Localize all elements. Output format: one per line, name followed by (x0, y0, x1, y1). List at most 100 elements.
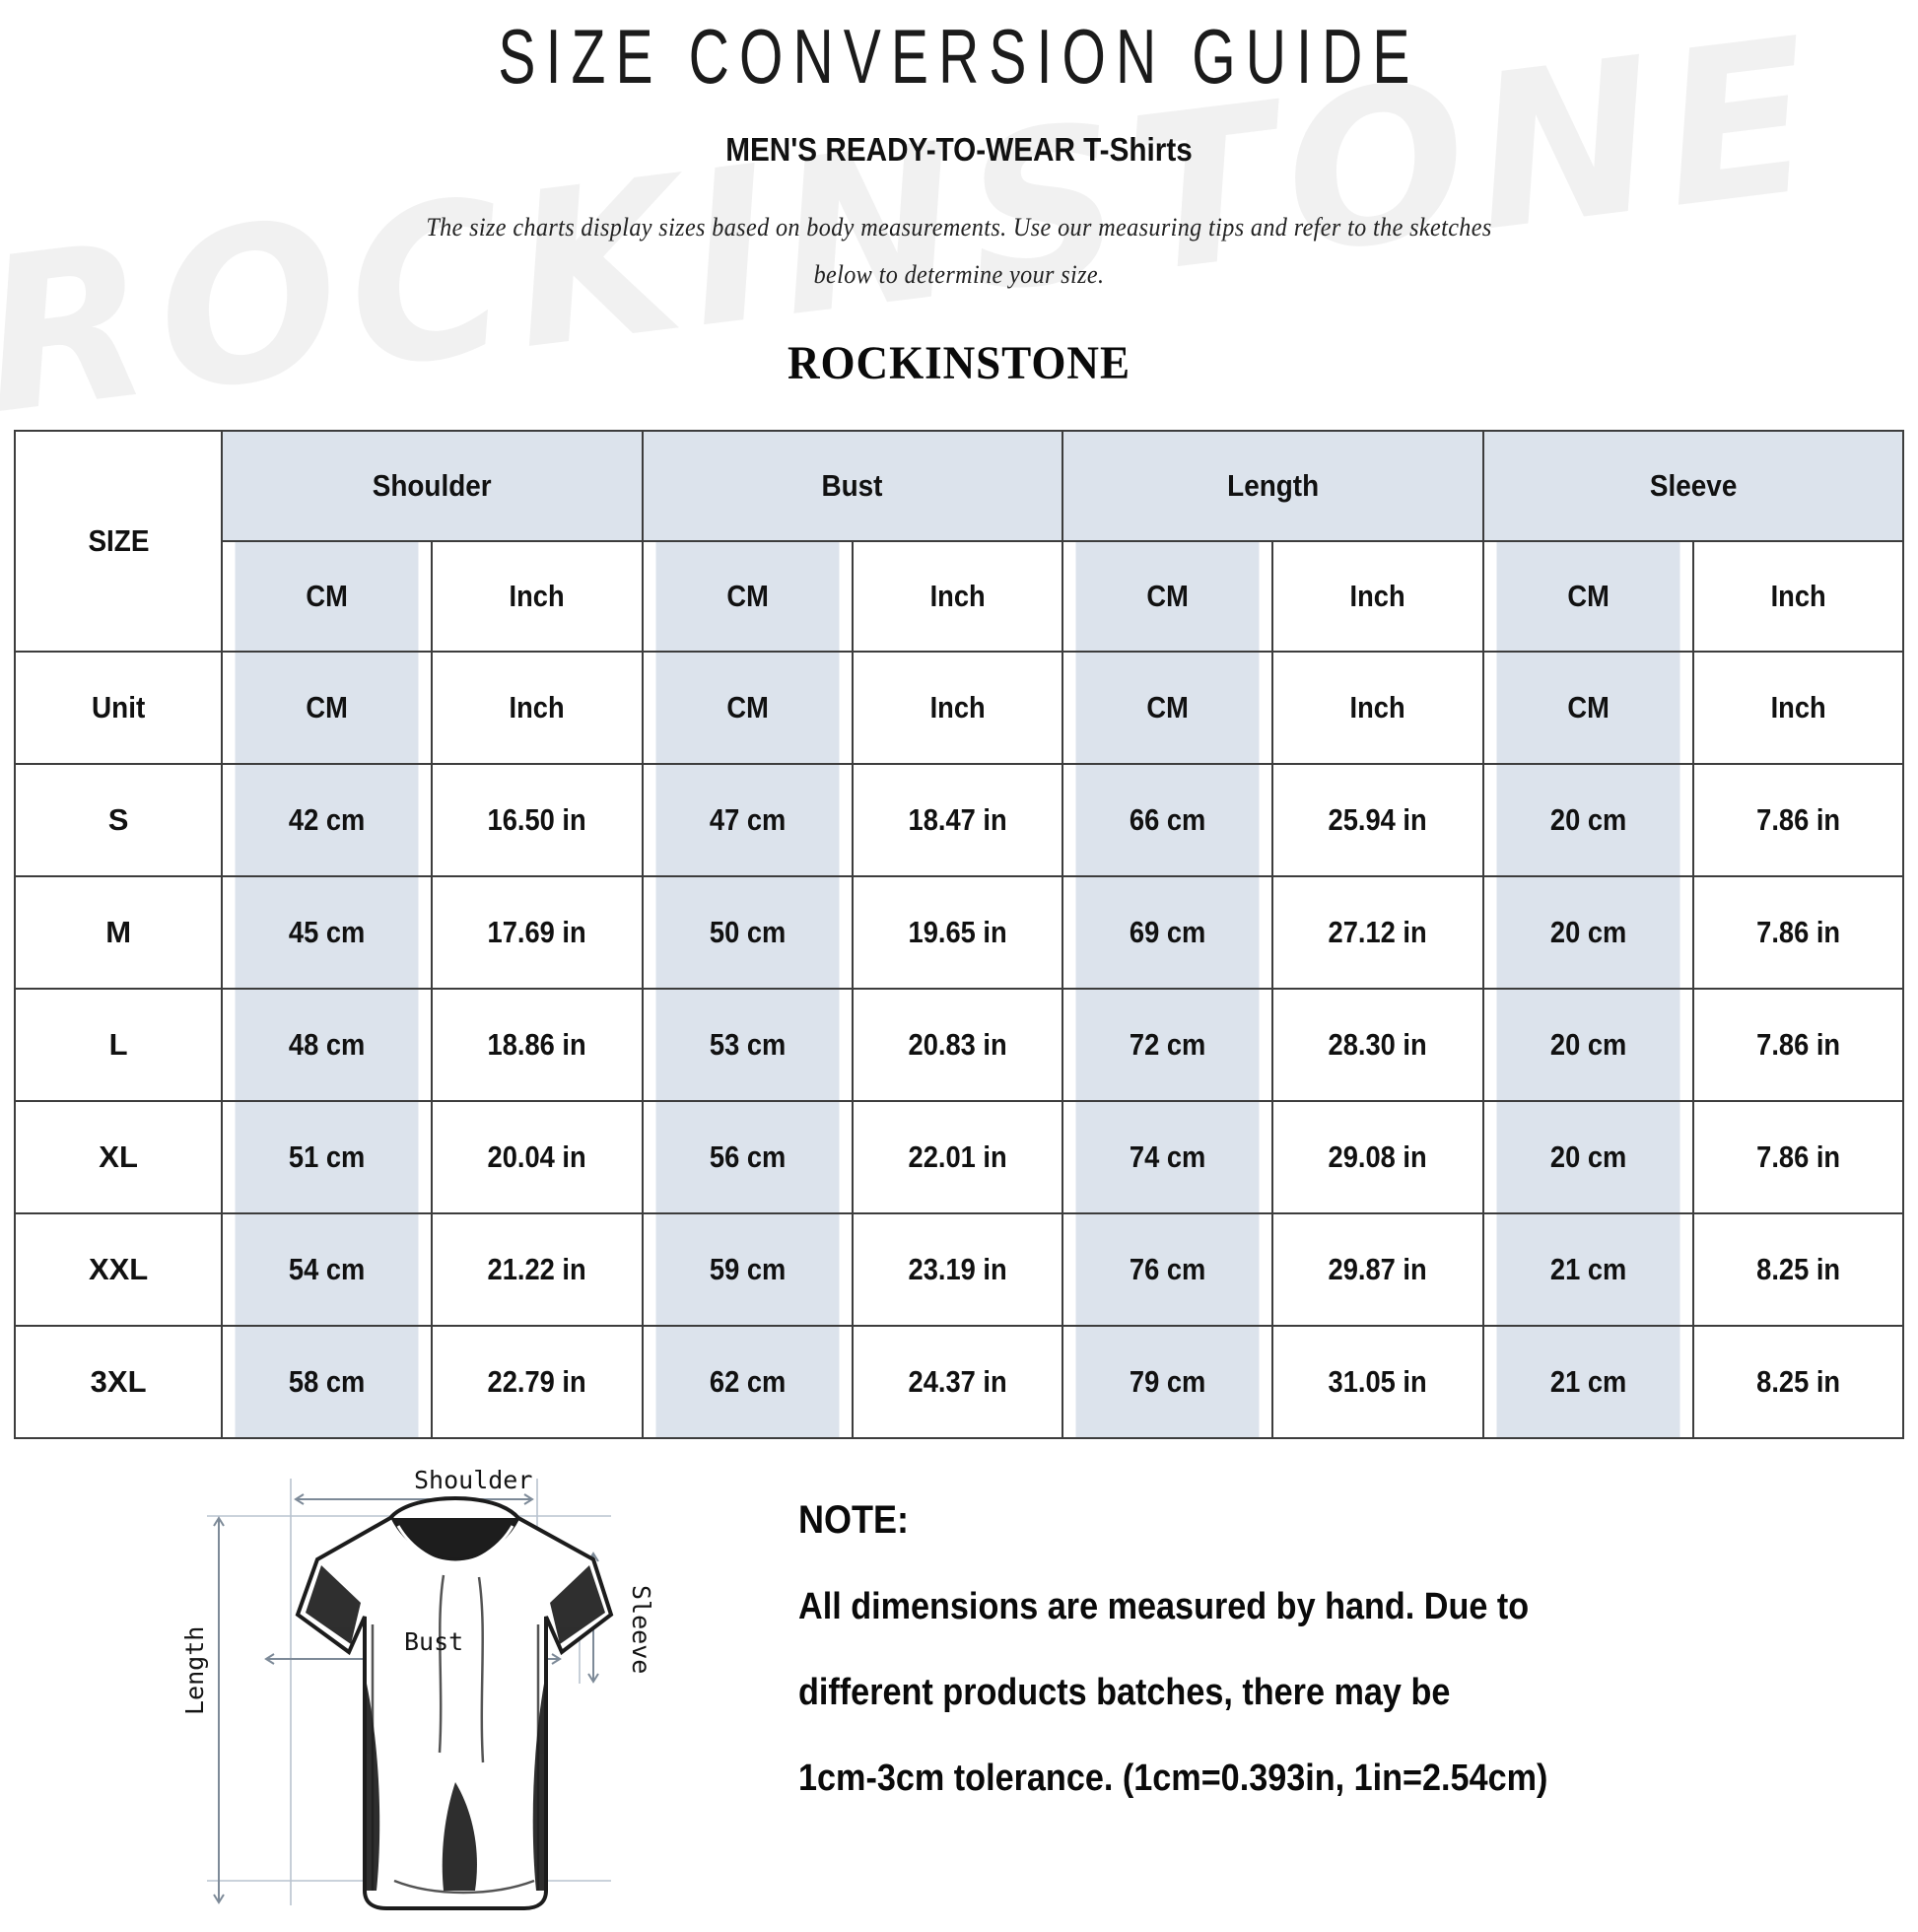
table-row: XL 51 cm 20.04 in 56 cm 22.01 in 74 cm 2… (13, 1100, 1903, 1215)
header-group-length: Length (1062, 430, 1484, 543)
header-size: SIZE (13, 430, 224, 654)
cell-shoulder-inch: 21.22 in (444, 1212, 631, 1328)
table-row: S 42 cm 16.50 in 47 cm 18.47 in 66 cm 25… (13, 763, 1903, 878)
description: The size charts display sizes based on b… (67, 204, 1851, 299)
cell-length-inch: 27.12 in (1284, 875, 1472, 991)
cell-unit-sleeve-cm: CM (1494, 651, 1681, 766)
diagram-label-bust: Bust (404, 1627, 463, 1656)
cell-unit-shoulder-cm: CM (234, 651, 421, 766)
diagram-label-length: Length (180, 1626, 209, 1715)
cell-sleeve-cm: 21 cm (1494, 1325, 1681, 1440)
cell-bust-inch: 24.37 in (863, 1325, 1052, 1440)
note-line-2: different products batches, there may be (798, 1672, 1451, 1714)
header-unit-length-inch: Inch (1284, 540, 1472, 654)
header-unit-sleeve-inch: Inch (1704, 540, 1892, 654)
cell-length-cm: 76 cm (1074, 1212, 1262, 1328)
cell-size: L (13, 988, 224, 1103)
header-unit-shoulder-cm: CM (234, 540, 421, 654)
cell-unit-sleeve-inch: Inch (1704, 651, 1892, 766)
note-line-3: 1cm-3cm tolerance. (1cm=0.393in, 1in=2.5… (798, 1758, 1548, 1800)
cell-shoulder-cm: 42 cm (234, 763, 421, 878)
cell-shoulder-inch: 18.86 in (444, 988, 631, 1103)
cell-shoulder-inch: 16.50 in (444, 763, 631, 878)
cell-sleeve-inch: 8.25 in (1704, 1212, 1892, 1328)
cell-size: 3XL (13, 1325, 224, 1440)
cell-bust-cm: 62 cm (653, 1325, 841, 1440)
content-root: SIZE CONVERSION GUIDE MEN'S READY-TO-WEA… (0, 14, 1918, 1920)
shoulder-dimension-arrow (294, 1493, 534, 1506)
cell-shoulder-inch: 22.79 in (444, 1325, 631, 1440)
page-subtitle: MEN'S READY-TO-WEAR T-Shirts (96, 131, 1821, 169)
cell-sleeve-cm: 20 cm (1494, 1100, 1681, 1215)
page-title: SIZE CONVERSION GUIDE (498, 15, 1420, 101)
cell-length-cm: 79 cm (1074, 1325, 1262, 1440)
subtitle-product: T-Shirts (1083, 131, 1193, 168)
cell-shoulder-cm: 54 cm (234, 1212, 421, 1328)
cell-bust-inch: 20.83 in (863, 988, 1052, 1103)
cell-length-cm: 66 cm (1074, 763, 1262, 878)
cell-size: XXL (13, 1212, 224, 1328)
cell-length-cm: 69 cm (1074, 875, 1262, 991)
table-row-unit: Unit CM Inch CM Inch CM Inch CM Inch (13, 651, 1903, 766)
cell-unit-shoulder-inch: Inch (444, 651, 631, 766)
header-unit-bust-cm: CM (653, 540, 841, 654)
tshirt-measurement-diagram: Shoulder Bust Length Sleeve (148, 1457, 759, 1920)
cell-unit-length-cm: CM (1074, 651, 1262, 766)
cell-unit-bust-cm: CM (653, 651, 841, 766)
diagram-label-shoulder: Shoulder (414, 1466, 532, 1494)
cell-shoulder-cm: 48 cm (234, 988, 421, 1103)
header-group-sleeve: Sleeve (1481, 430, 1905, 543)
table-header-groups: SIZE Shoulder Bust Length Sleeve (13, 430, 1905, 654)
cell-bust-inch: 19.65 in (863, 875, 1052, 991)
brand-name: ROCKINSTONE (787, 337, 1130, 390)
cell-shoulder-inch: 17.69 in (444, 875, 631, 991)
length-dimension-arrow (213, 1516, 225, 1905)
note-section: NOTE: All dimensions are measured by han… (759, 1457, 1918, 1800)
cell-sleeve-inch: 7.86 in (1704, 1100, 1892, 1215)
size-table-body: Unit CM Inch CM Inch CM Inch CM Inch S 4… (13, 651, 1903, 1440)
description-line-1: The size charts display sizes based on b… (426, 213, 1492, 242)
cell-bust-cm: 59 cm (653, 1212, 841, 1328)
cell-length-cm: 72 cm (1074, 988, 1262, 1103)
cell-shoulder-cm: 58 cm (234, 1325, 421, 1440)
description-line-2: below to determine your size. (813, 260, 1105, 290)
header-group-bust: Bust (641, 430, 1064, 543)
cell-sleeve-inch: 7.86 in (1704, 988, 1892, 1103)
subtitle-category: MEN'S READY-TO-WEAR (725, 131, 1075, 168)
cell-shoulder-cm: 45 cm (234, 875, 421, 991)
diagram-label-sleeve: Sleeve (627, 1585, 655, 1674)
cell-bust-cm: 47 cm (653, 763, 841, 878)
cell-sleeve-inch: 7.86 in (1704, 875, 1892, 991)
cell-bust-cm: 50 cm (653, 875, 841, 991)
cell-sleeve-cm: 20 cm (1494, 988, 1681, 1103)
table-row: L 48 cm 18.86 in 53 cm 20.83 in 72 cm 28… (13, 988, 1903, 1103)
table-header-units: CM Inch CM Inch CM Inch CM Inch (15, 540, 1903, 654)
cell-unit-length-inch: Inch (1284, 651, 1472, 766)
cell-length-cm: 74 cm (1074, 1100, 1262, 1215)
note-line-1: All dimensions are measured by hand. Due… (798, 1586, 1530, 1628)
cell-bust-cm: 56 cm (653, 1100, 841, 1215)
cell-length-inch: 29.87 in (1284, 1212, 1472, 1328)
note-heading: NOTE: (798, 1498, 909, 1543)
cell-unit-label: Unit (13, 651, 224, 766)
cell-bust-inch: 18.47 in (863, 763, 1052, 878)
cell-size: XL (13, 1100, 224, 1215)
cell-sleeve-cm: 20 cm (1494, 763, 1681, 878)
cell-sleeve-inch: 7.86 in (1704, 763, 1892, 878)
header-unit-sleeve-cm: CM (1494, 540, 1681, 654)
cell-length-inch: 31.05 in (1284, 1325, 1472, 1440)
cell-shoulder-inch: 20.04 in (444, 1100, 631, 1215)
header-unit-shoulder-inch: Inch (444, 540, 631, 654)
table-row: XXL 54 cm 21.22 in 59 cm 23.19 in 76 cm … (13, 1212, 1903, 1328)
cell-sleeve-inch: 8.25 in (1704, 1325, 1892, 1440)
cell-sleeve-cm: 21 cm (1494, 1212, 1681, 1328)
size-table: SIZE Shoulder Bust Length Sleeve CM Inch… (13, 430, 1905, 1440)
header-unit-length-cm: CM (1074, 540, 1262, 654)
cell-size: M (13, 875, 224, 991)
bottom-section: Shoulder Bust Length Sleeve NOTE: All di… (0, 1457, 1918, 1920)
cell-bust-inch: 22.01 in (863, 1100, 1052, 1215)
cell-sleeve-cm: 20 cm (1494, 875, 1681, 991)
tshirt-outline (295, 1496, 614, 1911)
header-unit-bust-inch: Inch (863, 540, 1052, 654)
